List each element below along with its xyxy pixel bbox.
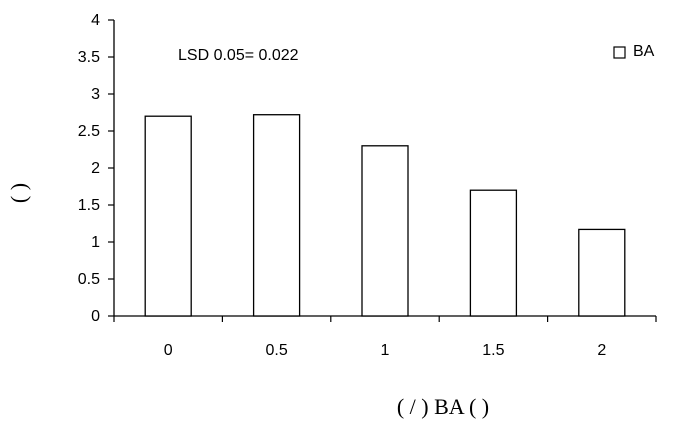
x-tick-label: 1 — [381, 342, 390, 359]
x-tick-label: 1.5 — [482, 342, 504, 359]
bar — [578, 228, 626, 317]
x-tick-label: 0.5 — [265, 342, 287, 359]
y-tick-label: 1.5 — [78, 197, 100, 214]
y-tick-label: 3 — [91, 86, 100, 103]
x-tick-label: 0 — [164, 342, 173, 359]
x-tick-label: 2 — [597, 342, 606, 359]
legend-swatch — [613, 46, 626, 59]
y-tick-label: 3.5 — [78, 49, 100, 66]
x-axis-title: ( / ) BA ( ) — [397, 394, 489, 419]
bar — [469, 189, 518, 317]
y-tick-label: 0 — [91, 308, 100, 325]
legend: BA — [613, 43, 655, 60]
bar — [252, 114, 301, 317]
bar — [361, 145, 409, 317]
y-tick-label: 2 — [91, 160, 100, 177]
bars — [144, 114, 626, 317]
axes — [108, 19, 657, 322]
y-axis-title: ( ) — [6, 183, 31, 203]
bar — [144, 115, 192, 317]
y-tick-label: 1 — [91, 234, 100, 251]
lsd-annotation: LSD 0.05= 0.022 — [178, 47, 299, 64]
y-tick-label: 4 — [91, 12, 100, 29]
tick-labels: 0 0.5 1 1.5 2 2.5 3 3.5 4 0 0.5 1 1.5 2 — [78, 12, 607, 359]
legend-label: BA — [633, 43, 655, 60]
y-tick-label: 0.5 — [78, 271, 100, 288]
y-tick-label: 2.5 — [78, 123, 100, 140]
